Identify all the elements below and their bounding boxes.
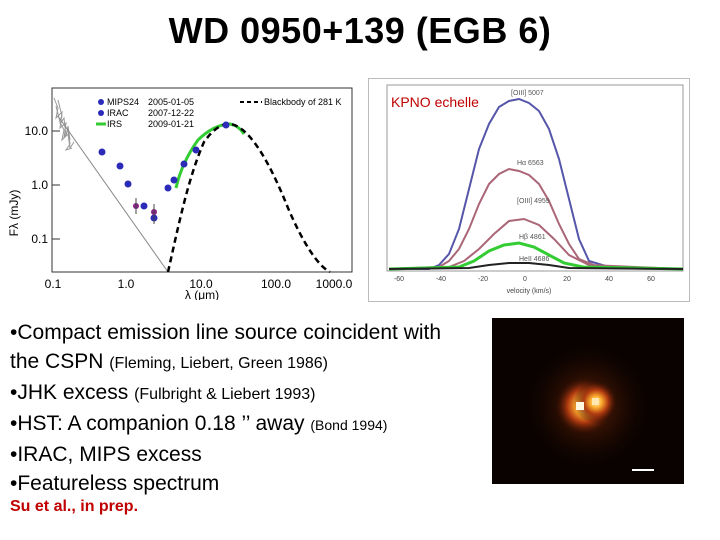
echelle-profile-halpha <box>388 167 684 270</box>
echelle-xtick-2: -20 <box>478 276 488 283</box>
echelle-xtick-3: 0 <box>523 276 527 283</box>
echelle-line-label-halpha: Hα 6563 <box>517 160 544 167</box>
echelle-profile-hbeta <box>388 241 684 271</box>
sed-xtick-1000: 1000.0 <box>316 277 353 291</box>
sed-data-points <box>98 121 230 222</box>
bullet-2: •JHK excess (Fulbright & Liebert 1993) <box>10 381 316 404</box>
sed-xtick-1: 1.0 <box>118 277 135 291</box>
bullet-1-reference: (Fleming, Liebert, Green 1986) <box>109 355 328 372</box>
bullet-2-reference: (Fulbright & Liebert 1993) <box>134 386 316 403</box>
sed-uv-spectrum <box>53 97 75 151</box>
echelle-line-label-heii: HeII 4686 <box>519 256 549 263</box>
bullet-1-continued: the CSPN (Fleming, Liebert, Green 1986) <box>10 350 328 373</box>
echelle-xlabel: velocity (km/s) <box>507 288 552 295</box>
legend-irs-label: IRS <box>107 119 122 129</box>
echelle-profile-oiii4959 <box>388 217 684 270</box>
echelle-line-label-oiii4959: [OIII] 4959 <box>517 198 550 205</box>
echelle-profile-heii <box>388 262 684 270</box>
slide-title: WD 0950+139 (EGB 6) <box>168 10 552 51</box>
echelle-xtick-1: -40 <box>436 276 446 283</box>
echelle-line-label-hbeta: Hβ 4861 <box>519 234 546 241</box>
echelle-label: KPNO echelle <box>391 94 479 110</box>
sed-xtick-10: 10.0 <box>189 277 213 291</box>
legend-mips-label: MIPS24 <box>107 97 139 107</box>
sed-plot: 10.0 1.0 0.1 0.1 1.0 10.0 100.0 1000.0 F… <box>7 78 360 302</box>
legend-irac-label: IRAC <box>107 108 129 118</box>
sed-blackbody-curve <box>166 122 331 274</box>
source-image <box>492 318 684 484</box>
sed-ylabel: Fλ (mJy) <box>8 190 21 237</box>
legend-mips-date: 2005-01-05 <box>148 97 194 107</box>
echelle-xtick-5: 40 <box>605 276 613 283</box>
legend-irs-date: 2009-01-21 <box>148 119 194 129</box>
sed-ytick-0.1: 0.1 <box>31 232 48 246</box>
sed-legend: MIPS24 2005-01-05 IRAC 2007-12-22 IRS 20… <box>96 97 342 129</box>
bullet-5: •Featureless spectrum <box>10 472 220 495</box>
echelle-xtick-6: 60 <box>647 276 655 283</box>
sed-xtick-0.1: 0.1 <box>45 277 62 291</box>
bullet-3: •HST: A companion 0.18 ’’ away (Bond 199… <box>10 412 388 435</box>
bullet-4: •IRAC, MIPS excess <box>10 443 202 466</box>
bullet-3-reference: (Bond 1994) <box>310 417 388 433</box>
bullet-1: •Compact emission line source coincident… <box>10 321 442 344</box>
echelle-xtick-0: -60 <box>394 276 404 283</box>
echelle-line-label-oiii5007: [OIII] 5007 <box>511 90 544 97</box>
sed-ytick-10: 10.0 <box>25 124 49 138</box>
legend-blackbody-label: Blackbody of 281 K <box>264 97 342 107</box>
sed-ytick-1: 1.0 <box>31 178 48 192</box>
sed-xlabel: λ (μm) <box>185 288 219 300</box>
legend-irac-date: 2007-12-22 <box>148 108 194 118</box>
sed-xtick-100: 100.0 <box>261 277 291 291</box>
echelle-xtick-4: 20 <box>563 276 571 283</box>
sed-photosphere-line <box>57 115 169 273</box>
sed-plot-frame <box>51 87 353 273</box>
echelle-profile-oiii5007 <box>389 97 684 270</box>
credit-note: Su et al., in prep. <box>10 498 139 515</box>
bullet-list: •Compact emission line source coincident… <box>10 318 488 498</box>
echelle-plot: KPNO echelle [OIII] 5007 Hα 6563 [OIII] … <box>368 78 690 302</box>
